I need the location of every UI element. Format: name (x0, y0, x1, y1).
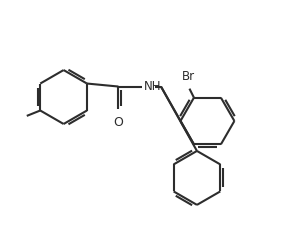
Text: O: O (113, 116, 123, 129)
Text: NH: NH (144, 80, 161, 93)
Text: Br: Br (182, 70, 194, 83)
